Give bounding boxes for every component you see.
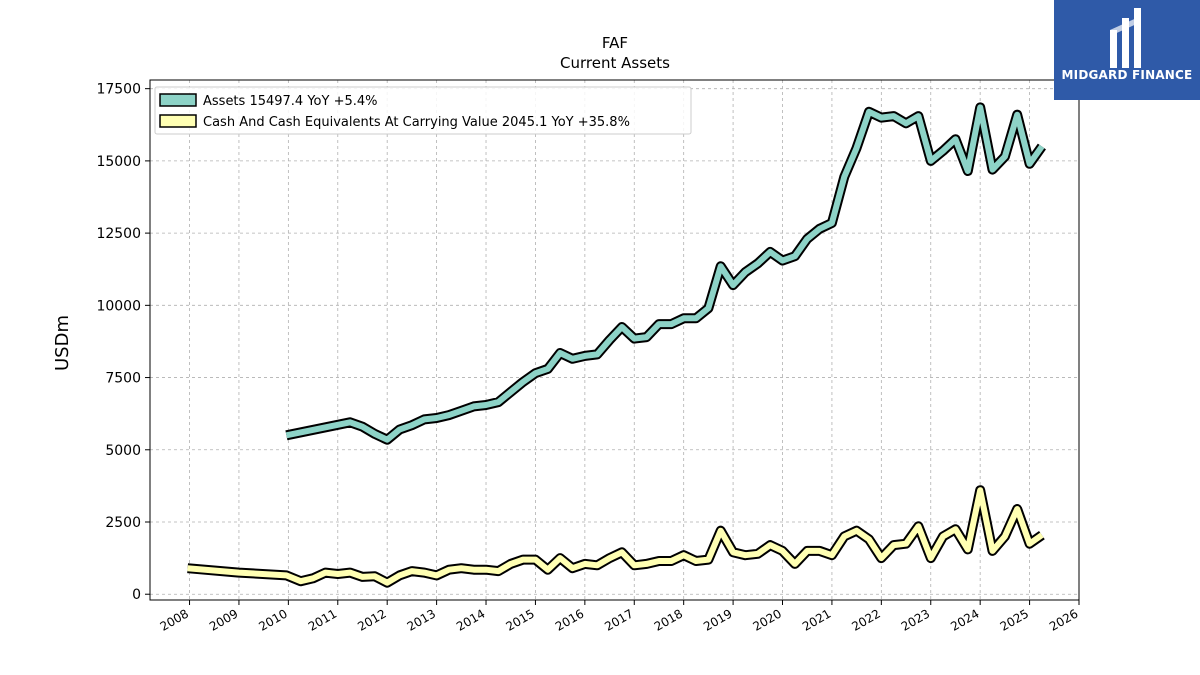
x-tick-label: 2025 (998, 606, 1031, 633)
x-tick-label: 2008 (158, 606, 191, 633)
x-tick-label: 2019 (701, 606, 734, 633)
chart-subtitle: Current Assets (560, 54, 670, 72)
chart-title: FAF (602, 34, 628, 52)
y-axis: 0 2500 5000 7500 10000 12500 15000 17500 (96, 82, 150, 603)
y-tick-label: 0 (132, 587, 141, 603)
x-axis: 2008 2009 2010 2011 2012 2013 2014 2015 2016 2017… (158, 600, 1081, 634)
legend-label-cash: Cash And Cash Equivalents At Carrying Va… (203, 115, 630, 130)
y-tick-label: 17500 (96, 82, 141, 98)
x-tick-label: 2011 (306, 606, 339, 633)
series-line-assets (285, 104, 1045, 443)
x-tick-label: 2017 (602, 606, 635, 633)
y-tick-label: 15000 (96, 154, 141, 170)
x-tick-label: 2021 (800, 606, 833, 633)
x-tick-label: 2024 (948, 606, 981, 633)
legend: Assets 15497.4 YoY +5.4% Cash And Cash E… (154, 86, 692, 135)
y-tick-label: 12500 (96, 226, 141, 242)
y-tick-label: 7500 (105, 371, 141, 387)
y-tick-label: 2500 (105, 515, 141, 531)
x-tick-label: 2022 (849, 606, 882, 633)
brand-mark-icon (1110, 8, 1141, 68)
x-tick-label: 2012 (355, 606, 388, 633)
legend-swatch-cash (159, 114, 197, 128)
legend-label-assets: Assets 15497.4 YoY +5.4% (203, 94, 378, 109)
x-tick-label: 2018 (652, 606, 685, 633)
grid-lines (150, 80, 1080, 600)
x-tick-label: 2023 (899, 606, 932, 633)
legend-swatch-assets (159, 93, 197, 107)
brand-logo: MIDGARD FINANCE (1054, 0, 1200, 100)
x-tick-label: 2020 (751, 606, 784, 633)
series-line-cash (187, 487, 1044, 586)
x-tick-label: 2026 (1047, 606, 1080, 633)
x-tick-label: 2014 (454, 606, 487, 633)
x-tick-label: 2013 (405, 606, 438, 633)
y-axis-label: USDm (52, 315, 73, 371)
plot-frame (149, 79, 1080, 601)
legend-box (154, 86, 692, 135)
y-tick-label: 5000 (105, 443, 141, 459)
x-tick-label: 2010 (256, 606, 289, 633)
y-tick-label: 10000 (96, 298, 141, 314)
x-tick-label: 2016 (553, 606, 586, 633)
x-tick-label: 2009 (207, 606, 240, 633)
brand-name: MIDGARD FINANCE (1061, 68, 1193, 82)
series-layer (187, 102, 1046, 588)
x-tick-label: 2015 (503, 606, 536, 633)
